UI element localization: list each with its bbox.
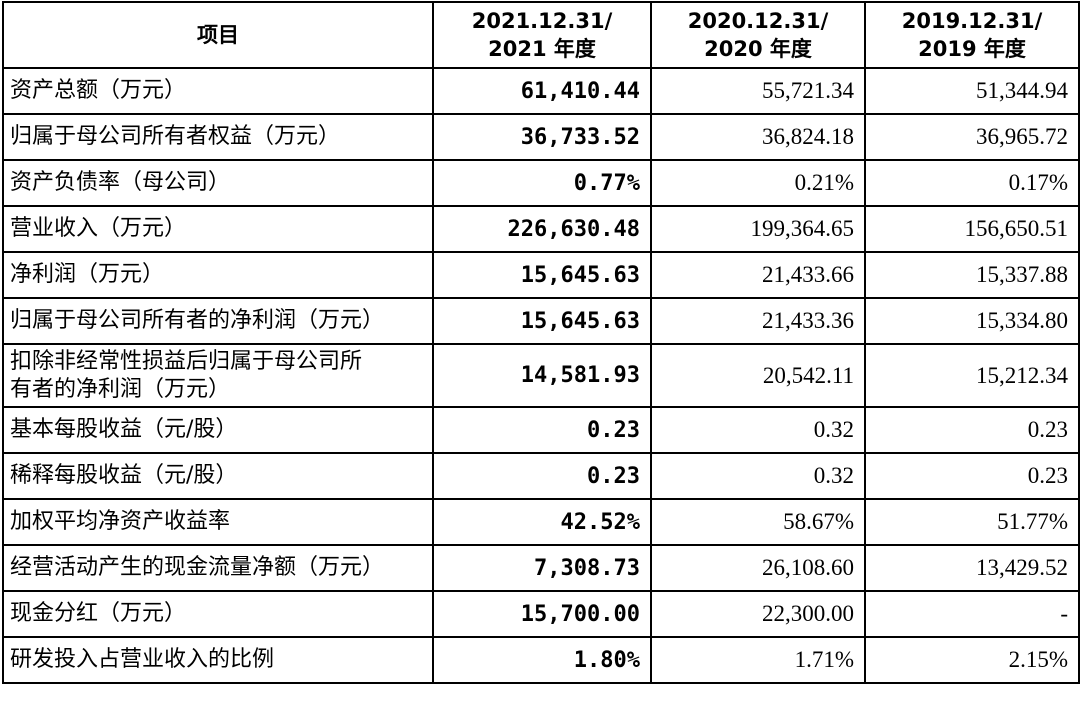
value-2020: 0.32 (650, 406, 866, 454)
value-2021: 36,733.52 (432, 113, 652, 161)
value-2020: 21,433.36 (650, 297, 866, 345)
table-row: 经营活动产生的现金流量净额（万元） 7,308.73 26,108.60 13,… (2, 544, 1080, 592)
row-label: 经营活动产生的现金流量净额（万元） (2, 544, 434, 592)
row-label: 加权平均净资产收益率 (2, 498, 434, 546)
value-2019: 0.23 (864, 452, 1080, 500)
header-2019-date: 2019.12.31/ (901, 9, 1043, 33)
header-2021: 2021.12.31/ 2021 年度 (432, 1, 652, 69)
value-2020: 36,824.18 (650, 113, 866, 161)
table-row: 现金分红（万元） 15,700.00 22,300.00 - (2, 590, 1080, 638)
header-2020-year: 2020 年度 (704, 37, 812, 61)
header-2021-date: 2021.12.31/ (471, 9, 613, 33)
value-2020: 26,108.60 (650, 544, 866, 592)
value-2019: 15,334.80 (864, 297, 1080, 345)
value-2020: 1.71% (650, 636, 866, 684)
value-2019: 15,212.34 (864, 343, 1080, 408)
table-row: 净利润（万元） 15,645.63 21,433.66 15,337.88 (2, 251, 1080, 299)
financial-indicators-table: 项目 2021.12.31/ 2021 年度 2020.12.31/ 2020 … (2, 1, 1080, 684)
value-2019: 51,344.94 (864, 67, 1080, 115)
value-2020: 55,721.34 (650, 67, 866, 115)
value-2019: 13,429.52 (864, 544, 1080, 592)
value-2020: 58.67% (650, 498, 866, 546)
value-2020: 0.32 (650, 452, 866, 500)
row-label: 归属于母公司所有者的净利润（万元） (2, 297, 434, 345)
value-2019: - (864, 590, 1080, 638)
value-2021: 15,645.63 (432, 251, 652, 299)
value-2019: 0.23 (864, 406, 1080, 454)
table-row: 稀释每股收益（元/股） 0.23 0.32 0.23 (2, 452, 1080, 500)
row-label: 研发投入占营业收入的比例 (2, 636, 434, 684)
table-row: 资产总额（万元） 61,410.44 55,721.34 51,344.94 (2, 67, 1080, 115)
value-2020: 0.21% (650, 159, 866, 207)
row-label: 净利润（万元） (2, 251, 434, 299)
value-2021: 42.52% (432, 498, 652, 546)
table-row: 扣除非经常性损益后归属于母公司所 有者的净利润（万元） 14,581.93 20… (2, 343, 1080, 408)
row-label-line: 有者的净利润（万元） (10, 376, 231, 402)
header-2019-year: 2019 年度 (918, 37, 1026, 61)
row-label: 资产负债率（母公司） (2, 159, 434, 207)
row-label-line: 扣除非经常性损益后归属于母公司所 (10, 348, 363, 374)
row-label: 现金分红（万元） (2, 590, 434, 638)
value-2019: 36,965.72 (864, 113, 1080, 161)
value-2021: 0.77% (432, 159, 652, 207)
row-label: 基本每股收益（元/股） (2, 406, 434, 454)
value-2021: 14,581.93 (432, 343, 652, 408)
row-label: 营业收入（万元） (2, 205, 434, 253)
value-2020: 21,433.66 (650, 251, 866, 299)
header-2019: 2019.12.31/ 2019 年度 (864, 1, 1080, 69)
value-2019: 0.17% (864, 159, 1080, 207)
table-row: 资产负债率（母公司） 0.77% 0.21% 0.17% (2, 159, 1080, 207)
header-2021-year: 2021 年度 (488, 37, 596, 61)
value-2021: 226,630.48 (432, 205, 652, 253)
value-2019: 156,650.51 (864, 205, 1080, 253)
table-header-row: 项目 2021.12.31/ 2021 年度 2020.12.31/ 2020 … (2, 1, 1080, 69)
table-row: 基本每股收益（元/股） 0.23 0.32 0.23 (2, 406, 1080, 454)
header-2020-date: 2020.12.31/ (687, 9, 829, 33)
value-2020: 20,542.11 (650, 343, 866, 408)
table-row: 研发投入占营业收入的比例 1.80% 1.71% 2.15% (2, 636, 1080, 684)
value-2020: 22,300.00 (650, 590, 866, 638)
table-row: 加权平均净资产收益率 42.52% 58.67% 51.77% (2, 498, 1080, 546)
value-2021: 15,700.00 (432, 590, 652, 638)
table-row: 归属于母公司所有者权益（万元） 36,733.52 36,824.18 36,9… (2, 113, 1080, 161)
value-2021: 7,308.73 (432, 544, 652, 592)
value-2021: 61,410.44 (432, 67, 652, 115)
header-2020: 2020.12.31/ 2020 年度 (650, 1, 866, 69)
value-2019: 2.15% (864, 636, 1080, 684)
header-item: 项目 (2, 1, 434, 69)
row-label: 资产总额（万元） (2, 67, 434, 115)
table-row: 营业收入（万元） 226,630.48 199,364.65 156,650.5… (2, 205, 1080, 253)
value-2019: 51.77% (864, 498, 1080, 546)
table-row: 归属于母公司所有者的净利润（万元） 15,645.63 21,433.36 15… (2, 297, 1080, 345)
row-label: 稀释每股收益（元/股） (2, 452, 434, 500)
value-2021: 0.23 (432, 406, 652, 454)
row-label: 归属于母公司所有者权益（万元） (2, 113, 434, 161)
value-2021: 15,645.63 (432, 297, 652, 345)
value-2020: 199,364.65 (650, 205, 866, 253)
header-item-label: 项目 (197, 23, 239, 47)
value-2019: 15,337.88 (864, 251, 1080, 299)
row-label: 扣除非经常性损益后归属于母公司所 有者的净利润（万元） (2, 343, 434, 408)
value-2021: 0.23 (432, 452, 652, 500)
value-2021: 1.80% (432, 636, 652, 684)
